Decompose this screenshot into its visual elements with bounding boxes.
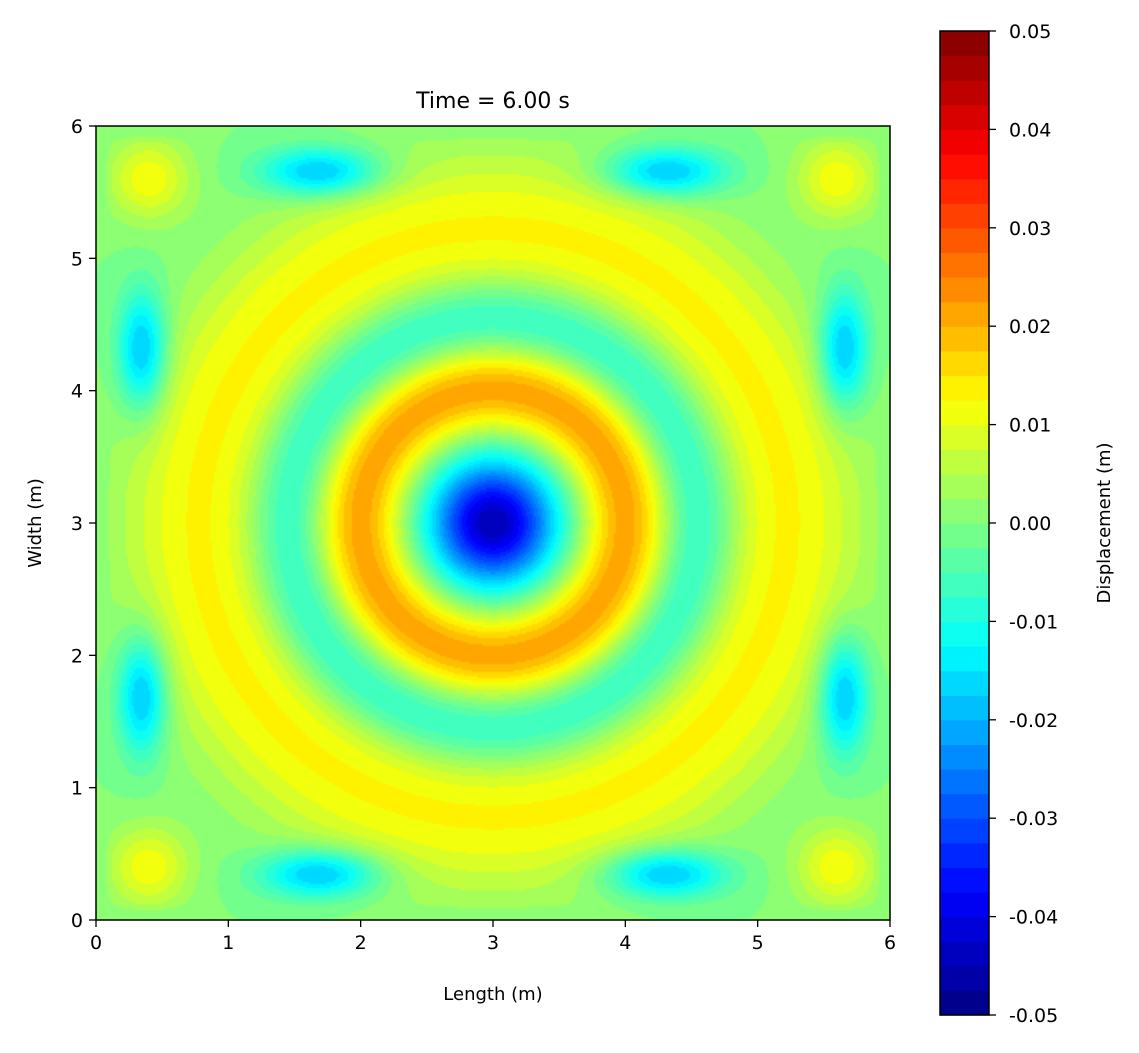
colorbar-tick-label: 0.05 (1009, 21, 1051, 43)
colorbar-level-band (940, 695, 989, 721)
colorbar-level-band (940, 892, 989, 918)
colorbar-level-band (940, 326, 989, 352)
colorbar-level-band (940, 547, 989, 573)
colorbar-level-band (940, 596, 989, 622)
x-tick-label: 6 (884, 932, 896, 954)
colorbar-level-band (940, 769, 989, 795)
colorbar-level-band (940, 646, 989, 672)
colorbar-level-band (940, 129, 989, 155)
colorbar-level-band (940, 670, 989, 696)
colorbar-level-band (940, 916, 989, 942)
colorbar-level-band (940, 842, 989, 868)
colorbar-tick-label: -0.02 (1009, 710, 1058, 732)
x-tick-label: 3 (487, 932, 499, 954)
colorbar-level-band (940, 178, 989, 204)
y-tick-label: 1 (71, 778, 83, 800)
colorbar-level-band (940, 350, 989, 376)
colorbar-tick-label: -0.03 (1009, 808, 1058, 830)
colorbar-level-band (940, 203, 989, 229)
colorbar-level-band (940, 301, 989, 327)
x-tick-label: 5 (752, 932, 764, 954)
colorbar-level-band (940, 227, 989, 253)
colorbar-label: Displacement (m) (1094, 442, 1115, 603)
colorbar-tick-label: 0.03 (1009, 218, 1051, 240)
colorbar-level-band (940, 818, 989, 844)
colorbar-tick-label: 0.01 (1009, 415, 1051, 437)
colorbar-tick-label: -0.04 (1009, 907, 1058, 929)
colorbar-ticks: -0.05 -0.04 -0.03 -0.02 -0.01 0.00 0.01 0.02 0.0… (989, 21, 1058, 1027)
colorbar-level-band (940, 990, 989, 1016)
colorbar-level-band (940, 965, 989, 991)
colorbar-level-band (940, 941, 989, 967)
colorbar-level-band (940, 719, 989, 745)
colorbar-level-band (940, 498, 989, 524)
colorbar-level-band (940, 252, 989, 278)
y-tick-label: 0 (71, 910, 83, 932)
colorbar-level-band (940, 277, 989, 303)
colorbar-level-band (940, 424, 989, 450)
y-tick-label: 5 (71, 248, 83, 270)
y-tick-label: 4 (71, 381, 83, 403)
y-tick-label: 2 (71, 645, 83, 667)
x-tick-label: 2 (355, 932, 367, 954)
colorbar-level-band (940, 375, 989, 401)
colorbar-tick-label: -0.01 (1009, 611, 1058, 633)
colorbar-level-band (940, 80, 989, 106)
y-axis-label: Width (m) (25, 478, 46, 568)
contour-plot-area (96, 126, 890, 920)
colorbar-level-band (940, 154, 989, 180)
colorbar-level-band (940, 473, 989, 499)
x-axis-ticks: 0 1 2 3 4 5 6 (90, 920, 896, 954)
x-tick-label: 1 (222, 932, 234, 954)
colorbar-level-band (940, 449, 989, 475)
colorbar-tick-label: 0.00 (1009, 513, 1051, 535)
colorbar-level-band (940, 867, 989, 893)
y-tick-label: 6 (71, 116, 83, 138)
x-tick-label: 0 (90, 932, 102, 954)
y-tick-label: 3 (71, 513, 83, 535)
x-tick-label: 4 (619, 932, 631, 954)
y-axis-ticks: 0 1 2 3 4 5 6 (71, 116, 96, 932)
colorbar-tick-label: 0.02 (1009, 316, 1051, 338)
colorbar-level-band (940, 31, 989, 57)
colorbar-level-band (940, 523, 989, 549)
colorbar-level-band (940, 572, 989, 598)
colorbar-level-band (940, 400, 989, 426)
colorbar-level-band (940, 104, 989, 130)
chart-title: Time = 6.00 s (415, 89, 570, 114)
colorbar-level-band (940, 793, 989, 819)
colorbar (940, 31, 989, 1016)
colorbar-tick-label: 0.04 (1009, 119, 1051, 141)
colorbar-tick-label: -0.05 (1009, 1005, 1058, 1027)
x-axis-label: Length (m) (443, 984, 542, 1005)
colorbar-level-band (940, 621, 989, 647)
colorbar-level-band (940, 744, 989, 770)
colorbar-level-band (940, 55, 989, 81)
contour-field (96, 126, 890, 920)
